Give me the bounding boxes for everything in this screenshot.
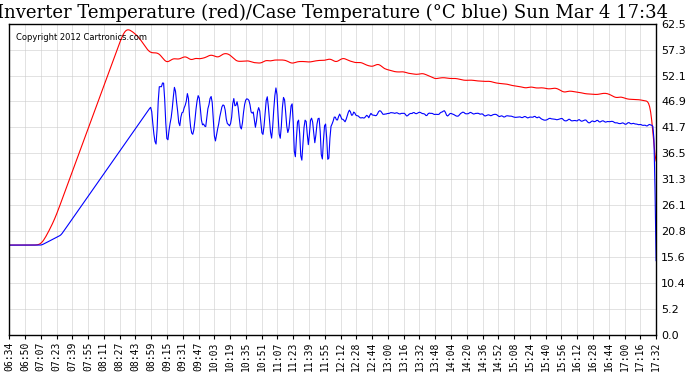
Text: Copyright 2012 Cartronics.com: Copyright 2012 Cartronics.com: [16, 33, 147, 42]
Title: Inverter Temperature (red)/Case Temperature (°C blue) Sun Mar 4 17:34: Inverter Temperature (red)/Case Temperat…: [0, 4, 668, 22]
